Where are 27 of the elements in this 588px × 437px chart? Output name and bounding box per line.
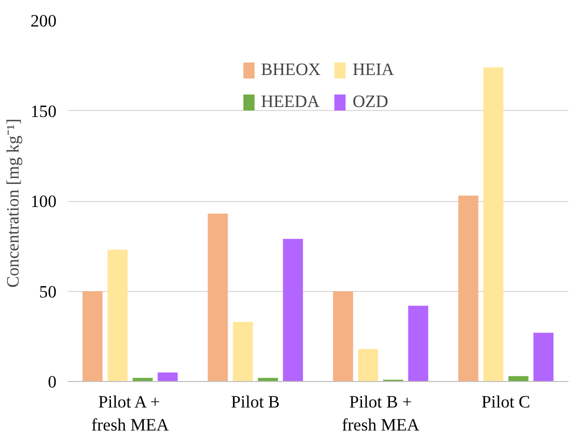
- bar: [158, 372, 178, 382]
- bar: [82, 291, 103, 382]
- y-tick-label: 200: [30, 12, 57, 30]
- bar: [408, 306, 428, 382]
- bar: [208, 214, 228, 382]
- x-tick-label: Pilot B: [231, 392, 280, 412]
- bar: [458, 196, 478, 382]
- bar: [358, 349, 378, 382]
- bar: [533, 332, 554, 382]
- legend-label: HEIA: [352, 60, 394, 80]
- y-tick-label: 50: [39, 282, 56, 302]
- x-tick-label: Pilot A + fresh MEA: [91, 392, 170, 434]
- x-tick-label: Pilot C: [482, 392, 530, 412]
- bar: [108, 250, 128, 382]
- y-tick-label: 0: [48, 372, 57, 392]
- bar: [508, 376, 528, 382]
- bar: [483, 67, 504, 382]
- bar: [333, 291, 354, 382]
- legend-label: OZD: [352, 92, 388, 112]
- bar: [232, 322, 253, 382]
- y-tick-label: 150: [30, 102, 57, 121]
- y-tick-label: 100: [30, 192, 57, 211]
- bar: [282, 238, 303, 382]
- y-axis-title: Concentration [mg kg⁻¹]: [4, 118, 23, 288]
- x-tick-label: Pilot B + fresh MEA: [342, 392, 420, 434]
- legend-label: BHEOX: [260, 60, 321, 80]
- legend-label: HEEDA: [260, 92, 320, 112]
